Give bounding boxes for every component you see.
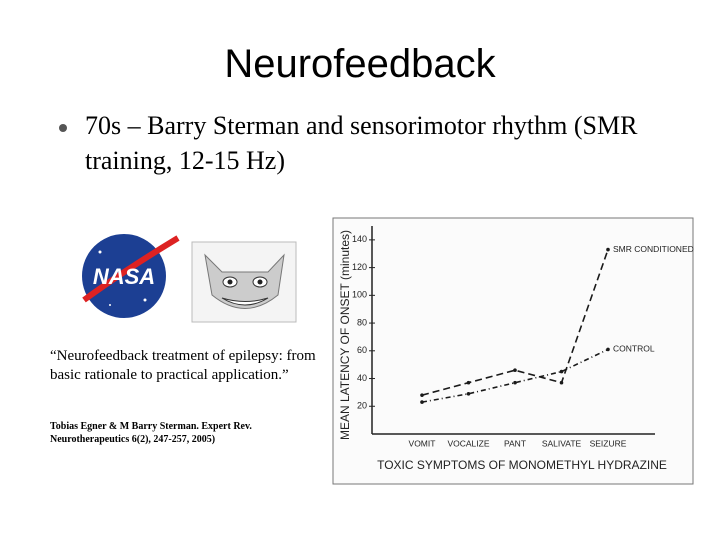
bullet-text: 70s – Barry Sterman and sensorimotor rhy… (85, 111, 638, 175)
y-tick-label: 60 (357, 345, 367, 355)
y-tick-label: 40 (357, 373, 367, 383)
x-tick-label: SEIZURE (590, 438, 627, 448)
data-point (606, 247, 610, 252)
bullet-dot (59, 124, 67, 132)
x-axis-label: TOXIC SYMPTOMS OF MONOMETHYL HYDRAZINE (377, 458, 667, 472)
data-point (513, 368, 517, 373)
data-point (513, 380, 517, 385)
x-tick-label: PANT (504, 438, 526, 448)
x-tick-label: VOCALIZE (447, 438, 489, 448)
nasa-logo: NASA (82, 234, 180, 318)
y-axis-label: MEAN LATENCY OF ONSET (minutes) (338, 230, 352, 440)
data-point (466, 391, 471, 396)
data-point (559, 380, 564, 385)
citation: Tobias Egner & M Barry Sterman. Expert R… (50, 421, 252, 445)
data-point (420, 393, 424, 397)
quote: “Neurofeedback treatment of epilepsy: fr… (50, 348, 316, 383)
data-point (420, 400, 424, 404)
data-point (606, 347, 610, 352)
y-tick-label: 100 (352, 290, 367, 300)
series-line (421, 249, 609, 396)
cat-picture (191, 241, 297, 323)
series-label: SMR CONDITIONED (613, 244, 694, 254)
y-tick-label: 120 (352, 262, 367, 272)
series-label: CONTROL (613, 344, 655, 354)
logo-text: NASA (93, 264, 155, 289)
data-point (466, 380, 471, 385)
x-tick-label: VOMIT (409, 438, 436, 448)
chart: 20 40 60 80 100 120 140 VOMIT VOCALIZE PANT SALIVA… (338, 226, 694, 472)
data-point (559, 369, 564, 374)
y-tick-label: 20 (357, 401, 367, 411)
x-tick-label: SALIVATE (542, 438, 582, 448)
y-tick-label: 80 (357, 317, 367, 327)
slide-title: Neurofeedback (224, 42, 496, 86)
series-line (421, 348, 609, 403)
y-tick-label: 140 (352, 234, 367, 244)
chart-frame (332, 217, 694, 485)
